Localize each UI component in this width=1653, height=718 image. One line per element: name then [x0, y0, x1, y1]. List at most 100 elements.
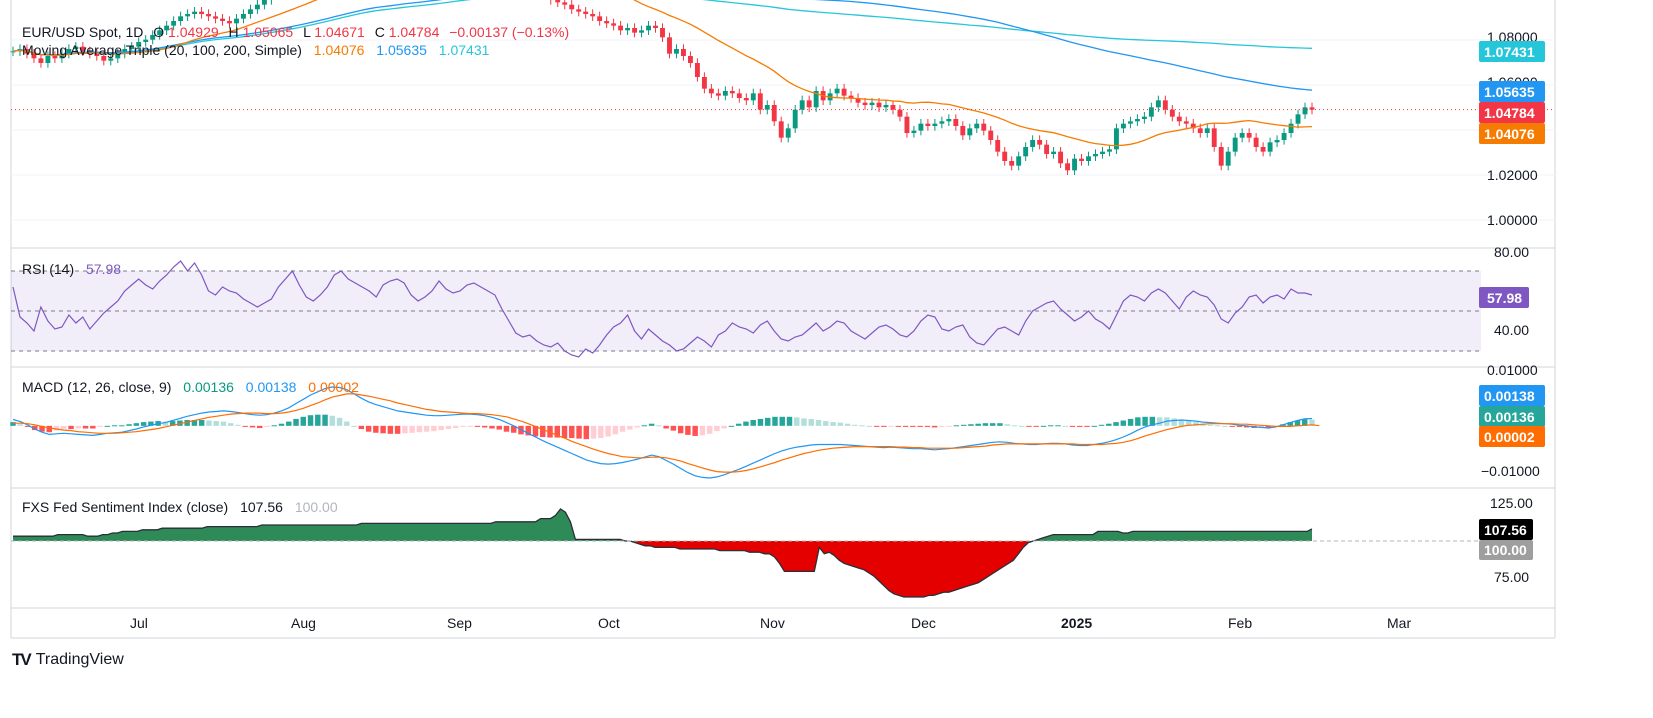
candle-body: [164, 25, 170, 31]
candle-body: [1260, 147, 1266, 152]
candle-body: [618, 25, 624, 31]
candle-body: [701, 77, 707, 89]
macd-histogram-bar: [837, 422, 844, 426]
ma20-tag-text: 1.04076: [1484, 126, 1535, 142]
ma100-tag-text: 1.05635: [1484, 84, 1535, 100]
macd-histogram-bar: [1106, 423, 1112, 426]
macd-histogram-bar: [1004, 424, 1010, 426]
time-label: Oct: [598, 615, 620, 631]
macd-histogram-bar: [590, 425, 597, 439]
macd-histogram-bar: [598, 425, 604, 439]
candle-body: [715, 93, 721, 96]
macd-histogram-bar: [540, 425, 546, 438]
macd-histogram-bar: [1048, 425, 1054, 427]
macd-histogram-bar: [569, 425, 575, 439]
macd-histogram-bar: [242, 425, 248, 427]
histogram-tag: [1479, 406, 1545, 427]
high-value: 1.05065: [243, 24, 294, 40]
candle-body: [764, 105, 770, 110]
macd-histogram-bar: [873, 425, 880, 427]
macd-histogram-bar: [198, 419, 205, 426]
macd-histogram-bar: [714, 425, 720, 432]
tradingview-logo[interactable]: TV TradingView: [12, 650, 124, 670]
macd-histogram-bar: [126, 424, 132, 426]
macd-legend: MACD (12, 26, close, 9) 0.00136 0.00138 …: [22, 379, 359, 395]
candle-body: [1141, 116, 1147, 119]
price-tick: 1.02000: [1487, 167, 1538, 183]
candle-body: [939, 121, 945, 124]
price-tick: 1.00000: [1487, 212, 1538, 228]
candle-body: [1162, 100, 1168, 110]
macd-histogram-bar: [1062, 425, 1068, 427]
ma20-tag: [1479, 123, 1545, 144]
macd-tag-text: 0.00138: [1484, 388, 1535, 404]
candle-body: [883, 105, 889, 108]
candle-body: [1100, 151, 1105, 154]
macd-histogram-bar: [823, 421, 829, 426]
macd-histogram-bar: [1091, 425, 1098, 427]
macd-signal-value: 0.00002: [308, 379, 359, 395]
candle-body: [562, 2, 568, 5]
ma200-value: 1.07431: [439, 42, 490, 58]
time-label: Jul: [130, 615, 148, 631]
time-label: Feb: [1228, 615, 1252, 631]
candle-body: [946, 119, 952, 122]
macd-histogram-bar: [772, 416, 778, 426]
macd-histogram-bar: [663, 425, 669, 429]
candle-body: [1023, 147, 1029, 157]
macd-plot: [10, 386, 1320, 479]
macd-histogram-bar: [743, 421, 749, 426]
candle-body: [778, 121, 784, 138]
macd-histogram-bar: [344, 421, 350, 426]
macd-histogram-bar: [554, 425, 560, 438]
macd-histogram-bar: [264, 425, 270, 427]
macd-histogram-value: 0.00136: [183, 379, 234, 395]
macd-histogram-bar: [387, 425, 394, 434]
candle-body: [904, 116, 910, 133]
macd-histogram-bar: [445, 425, 452, 430]
macd-histogram-bar: [206, 420, 212, 426]
candle-body: [694, 63, 700, 77]
rsi-legend: RSI (14) 57.98: [22, 261, 121, 277]
candle-body: [1267, 142, 1273, 152]
candle-body: [1030, 140, 1036, 147]
candle-body: [1246, 133, 1252, 138]
candle-body: [101, 56, 107, 61]
candle-body: [227, 21, 232, 24]
low-value: 1.04671: [314, 24, 365, 40]
candle-body: [667, 37, 672, 54]
candle-body: [192, 11, 198, 14]
fxs-value: 107.56: [240, 499, 283, 515]
macd-histogram-bar: [815, 419, 822, 426]
macd-histogram-bar: [968, 424, 974, 426]
macd-histogram-bar: [423, 425, 430, 432]
macd-histogram-bar: [409, 425, 415, 433]
macd-histogram-bar: [794, 417, 800, 426]
macd-histogram-bar: [1011, 425, 1018, 427]
candle-body: [771, 105, 777, 122]
macd-histogram-bar: [511, 425, 517, 433]
macd-histogram-bar: [1018, 425, 1025, 427]
macd-histogram-bar: [1265, 425, 1272, 428]
macd-histogram-bar: [888, 425, 894, 427]
candle-body: [639, 30, 644, 33]
tradingview-logo-text: TradingView: [35, 651, 124, 668]
candle-body: [869, 102, 875, 105]
macd-line: [12, 386, 1313, 479]
fxs-negative-area: [635, 541, 1034, 597]
macd-histogram-bar: [1040, 425, 1047, 427]
macd-histogram-bar: [721, 425, 727, 429]
macd-histogram-bar: [191, 419, 198, 426]
close-tag: [1479, 102, 1545, 123]
candle-body: [743, 98, 749, 101]
candle-body: [995, 140, 1001, 152]
candle-body: [757, 93, 763, 110]
candle-body: [143, 39, 149, 42]
macd-histogram-bar: [293, 418, 299, 426]
macd-histogram-bar: [1171, 418, 1177, 426]
candle-body: [932, 123, 938, 126]
macd-histogram-bar: [656, 425, 662, 427]
macd-histogram-bar: [32, 425, 38, 431]
macd-histogram-bar: [946, 425, 952, 427]
